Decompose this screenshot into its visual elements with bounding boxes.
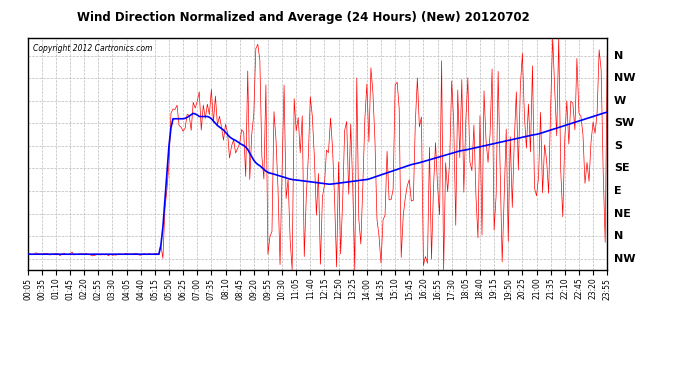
Text: NW: NW [614, 73, 635, 83]
Text: Wind Direction Normalized and Average (24 Hours) (New) 20120702: Wind Direction Normalized and Average (2… [77, 11, 530, 24]
Text: NW: NW [614, 254, 635, 264]
Text: Copyright 2012 Cartronics.com: Copyright 2012 Cartronics.com [33, 45, 152, 54]
Text: SW: SW [614, 118, 634, 128]
Text: N: N [614, 51, 623, 60]
Text: E: E [614, 186, 622, 196]
Text: W: W [614, 96, 627, 106]
Text: SE: SE [614, 164, 630, 173]
Text: N: N [614, 231, 623, 241]
Text: S: S [614, 141, 622, 151]
Text: NE: NE [614, 209, 631, 219]
